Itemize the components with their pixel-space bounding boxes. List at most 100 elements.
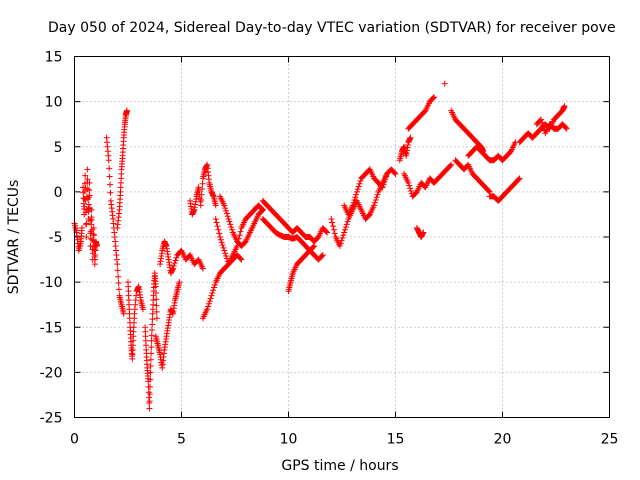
data-point-marker xyxy=(147,356,154,363)
data-point-marker xyxy=(441,80,448,87)
data-point-marker xyxy=(105,157,112,164)
data-point-marker xyxy=(146,398,153,405)
data-point-marker xyxy=(380,181,387,188)
data-point-marker xyxy=(216,230,223,237)
data-point-marker xyxy=(145,394,152,401)
data-point-marker xyxy=(371,202,378,209)
data-point-marker xyxy=(351,196,358,203)
data-point-marker xyxy=(215,226,222,233)
data-point-marker xyxy=(205,300,212,307)
data-point-marker xyxy=(337,240,344,247)
y-tick-label: -10 xyxy=(40,275,63,291)
data-point-marker xyxy=(88,216,95,223)
data-point-marker xyxy=(221,247,228,254)
data-point-marker xyxy=(328,215,335,222)
data-point-marker xyxy=(238,256,245,263)
data-point-marker xyxy=(213,219,220,226)
data-point-marker xyxy=(357,178,364,185)
data-point-marker xyxy=(430,95,437,102)
data-point-marker xyxy=(330,223,337,230)
y-tick-label: -25 xyxy=(40,411,63,427)
data-point-marker xyxy=(212,215,219,222)
data-point-marker xyxy=(198,191,205,198)
data-point-marker xyxy=(209,289,216,296)
data-point-marker xyxy=(83,234,90,240)
data-point-marker xyxy=(259,206,266,213)
data-point-marker xyxy=(148,326,155,333)
data-point-marker xyxy=(88,206,95,213)
data-point-marker xyxy=(115,273,122,280)
data-point-marker xyxy=(148,350,155,357)
data-point-marker xyxy=(339,234,346,241)
data-point-marker xyxy=(93,243,100,250)
data-point-marker xyxy=(391,169,398,176)
plot-frame xyxy=(74,56,610,418)
x-tick-label: 15 xyxy=(387,432,405,448)
data-point-marker xyxy=(539,122,546,129)
data-point-marker xyxy=(212,202,219,209)
data-point-marker xyxy=(170,262,177,269)
x-tick-label: 25 xyxy=(601,432,619,448)
data-point-marker xyxy=(90,224,97,231)
data-point-marker xyxy=(515,176,522,183)
data-point-marker xyxy=(169,265,176,272)
data-point-marker xyxy=(219,242,226,249)
data-point-marker xyxy=(223,252,230,259)
chart-title: Day 050 of 2024, Sidereal Day-to-day VTE… xyxy=(48,20,616,36)
data-point-marker xyxy=(106,173,113,180)
data-point-marker xyxy=(221,202,228,209)
data-point-marker xyxy=(222,205,229,212)
data-point-marker xyxy=(86,192,93,199)
data-point-marker xyxy=(123,107,130,114)
data-point-marker xyxy=(199,265,206,272)
data-point-marker xyxy=(324,229,331,236)
data-point-marker xyxy=(349,202,356,209)
data-point-marker xyxy=(217,234,224,240)
data-point-marker xyxy=(220,244,227,251)
data-point-marker xyxy=(228,224,235,231)
data-point-marker xyxy=(85,201,92,208)
data-point-marker xyxy=(114,267,121,274)
data-point-marker xyxy=(237,228,244,235)
data-point-marker xyxy=(407,187,414,194)
data-point-marker xyxy=(338,237,345,244)
data-point-marker xyxy=(342,224,349,231)
data-point-marker xyxy=(152,283,159,290)
y-axis-label: SDTVAR / TECUs xyxy=(6,180,22,295)
data-point-marker xyxy=(147,376,154,383)
data-point-marker xyxy=(392,170,399,177)
data-point-marker xyxy=(146,391,153,398)
y-tick-label: 5 xyxy=(54,140,63,156)
data-point-marker xyxy=(382,176,389,183)
data-point-marker xyxy=(485,187,492,194)
data-point-marker xyxy=(173,254,180,261)
data-point-marker xyxy=(343,221,350,228)
data-point-marker xyxy=(153,308,160,315)
data-point-marker xyxy=(340,232,347,239)
data-point-marker xyxy=(406,182,413,189)
data-point-marker xyxy=(153,289,160,296)
data-point-marker xyxy=(381,178,388,185)
data-point-marker xyxy=(447,162,454,169)
data-point-marker xyxy=(210,287,217,294)
data-point-marker xyxy=(176,279,183,286)
data-point-marker xyxy=(171,260,178,267)
data-point-marker xyxy=(407,185,414,192)
data-point-marker xyxy=(407,134,414,141)
data-point-marker xyxy=(153,296,160,303)
data-point-marker xyxy=(310,243,317,250)
data-point-marker xyxy=(336,243,343,250)
data-point-marker xyxy=(227,221,234,228)
data-point-marker xyxy=(106,165,113,172)
data-point-marker xyxy=(353,191,360,198)
data-point-marker xyxy=(91,246,98,253)
data-point-marker xyxy=(214,223,221,230)
data-point-marker xyxy=(538,119,545,126)
data-point-marker xyxy=(139,306,146,313)
y-tick-label: 10 xyxy=(45,95,63,111)
data-point-marker xyxy=(371,199,378,206)
data-point-marker xyxy=(148,332,155,339)
data-point-marker xyxy=(107,189,114,196)
data-point-marker xyxy=(116,286,123,293)
data-point-marker xyxy=(204,306,211,313)
